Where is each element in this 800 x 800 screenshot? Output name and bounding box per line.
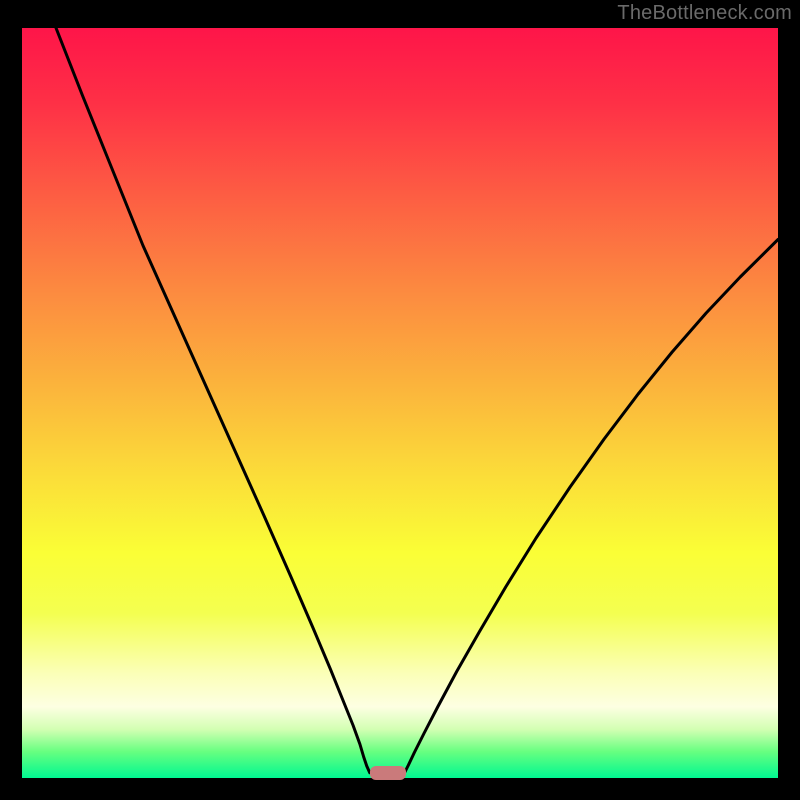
left_curve	[56, 28, 370, 773]
watermark-text: TheBottleneck.com	[617, 2, 792, 25]
frame: TheBottleneck.com	[0, 0, 800, 800]
balance-marker	[370, 766, 406, 780]
right_curve	[405, 240, 778, 773]
plot-area	[22, 28, 778, 778]
curves-layer	[22, 28, 778, 778]
